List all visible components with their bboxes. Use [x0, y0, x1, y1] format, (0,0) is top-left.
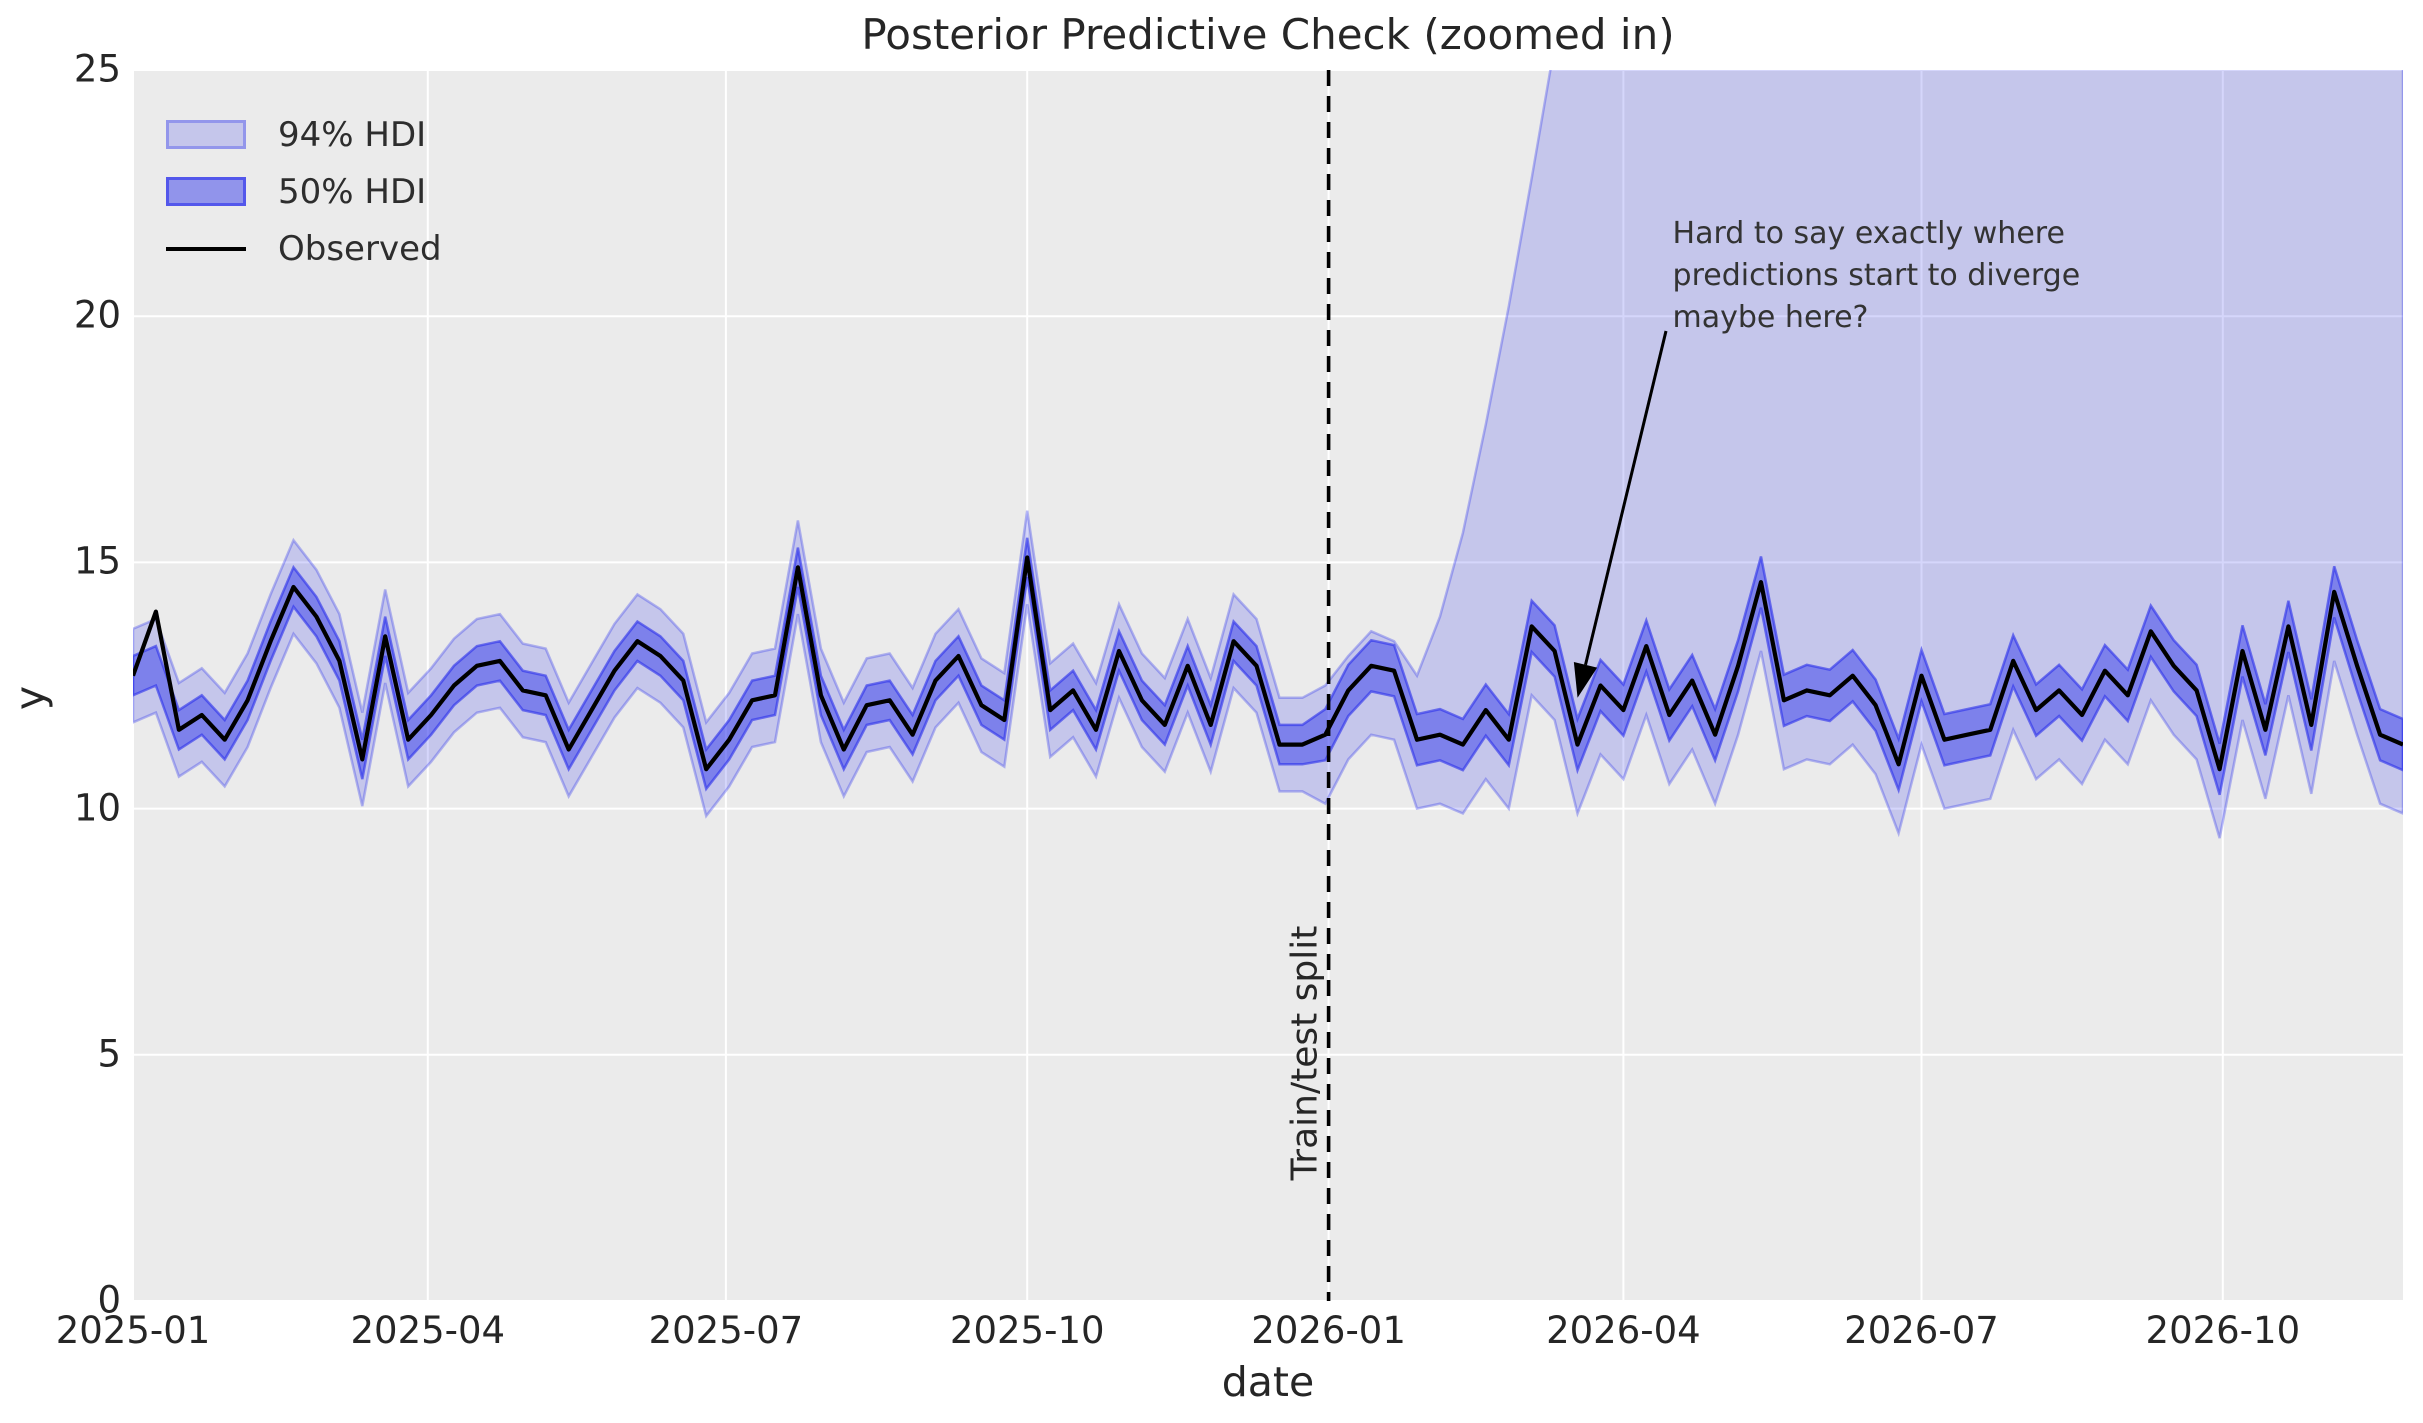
y-tick-label: 25 — [73, 47, 121, 91]
gridlines — [132, 69, 2403, 1302]
x-tick-label: 2026-01 — [1251, 1309, 1406, 1352]
legend-item-50-hdi: 50% HDI — [166, 163, 442, 220]
hdi94-band — [133, 70, 2403, 839]
train-test-split-label: Train/test split — [1284, 925, 1326, 1181]
x-tick-label: 2025-10 — [949, 1309, 1105, 1352]
annotation-text: Hard to say exactly where predictions st… — [1672, 215, 2081, 335]
hdi50-swatch-icon — [166, 177, 246, 206]
annotation-arrowhead-icon — [1573, 661, 1598, 698]
annotation-arrow — [1584, 330, 1668, 666]
y-tick-label: 0 — [97, 1278, 121, 1322]
x-tick-label: 2025-01 — [55, 1309, 211, 1352]
chart-title: Posterior Predictive Check (zoomed in) — [861, 10, 1675, 59]
y-tick-label: 20 — [73, 293, 121, 337]
hdi50-band — [133, 537, 2403, 796]
x-axis-label: date — [1221, 1358, 1315, 1406]
x-tick-label: 2026-04 — [1546, 1309, 1701, 1352]
observed-line — [133, 555, 2403, 772]
legend-label-observed: Observed — [278, 228, 442, 269]
x-tick-label: 2026-07 — [1844, 1309, 1999, 1352]
hdi94-swatch-icon — [166, 120, 246, 149]
y-tick-label: 15 — [73, 540, 121, 584]
legend-label-94-hdi: 94% HDI — [278, 114, 427, 155]
y-tick-label: 10 — [73, 786, 121, 830]
x-tick-label: 2025-07 — [648, 1309, 804, 1352]
legend: 94% HDI 50% HDI Observed — [166, 106, 442, 277]
legend-item-94-hdi: 94% HDI — [166, 106, 442, 163]
y-tick-label: 5 — [97, 1032, 121, 1076]
x-tick-label: 2025-04 — [350, 1309, 506, 1352]
legend-item-observed: Observed — [166, 220, 442, 277]
y-axis-label: y — [6, 685, 54, 711]
legend-label-50-hdi: 50% HDI — [278, 171, 427, 212]
x-tick-label: 2026-10 — [2145, 1309, 2301, 1352]
observed-line-icon — [166, 246, 246, 251]
